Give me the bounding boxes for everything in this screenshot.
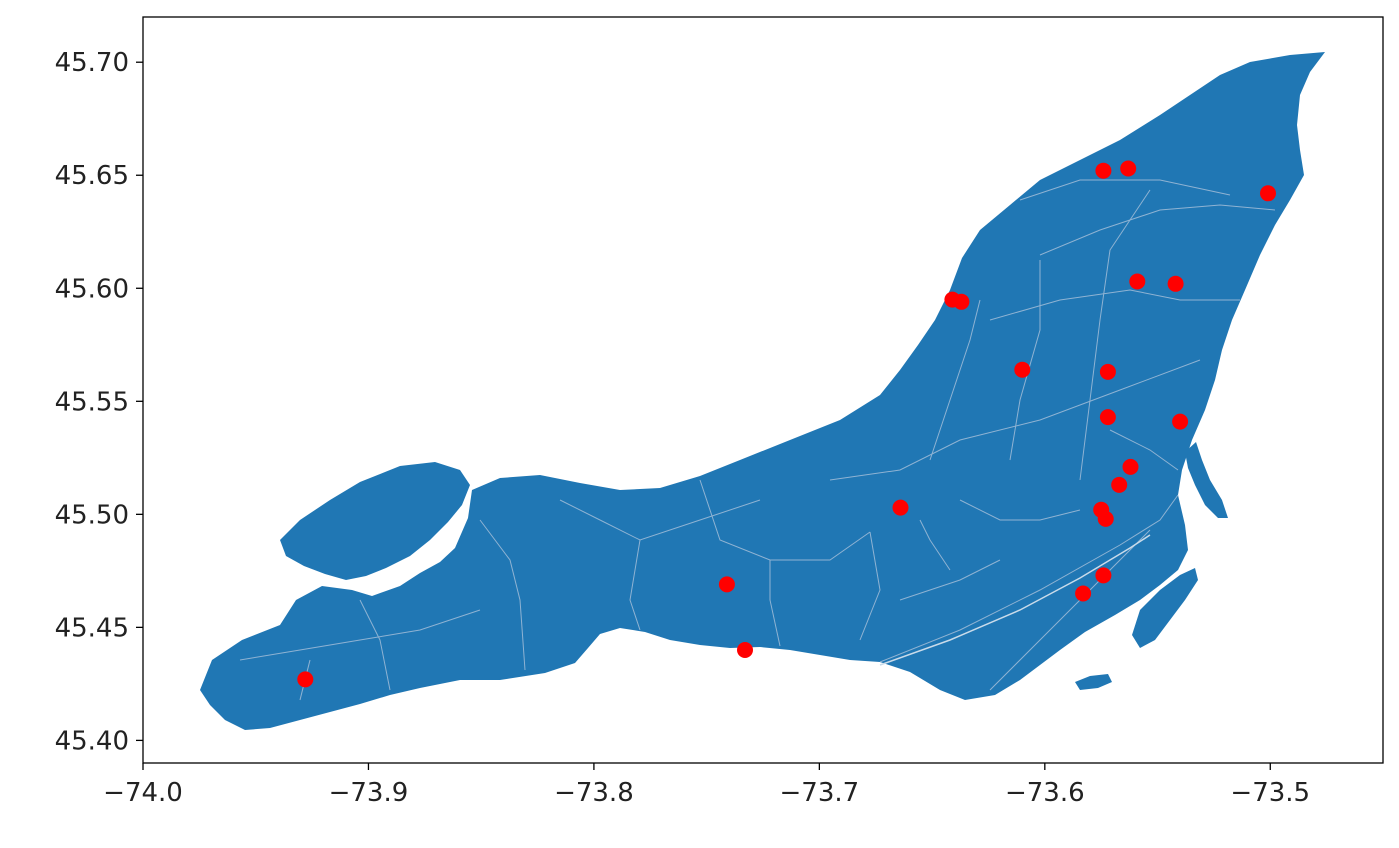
y-tick-label-0: 45.40 (55, 726, 129, 756)
y-tick-label-6: 45.70 (55, 48, 129, 78)
x-tick-label-4: −73.6 (1005, 778, 1085, 808)
data-point-19 (1095, 567, 1112, 584)
plot-area-frame (142, 16, 1384, 764)
data-point-11 (1167, 275, 1184, 292)
x-tick-label-3: −73.7 (780, 778, 860, 808)
data-point-2 (737, 642, 753, 658)
x-tick-label-2: −73.8 (554, 778, 634, 808)
ile-des-soeurs-shape (1075, 674, 1112, 690)
data-point-18 (1097, 510, 1114, 527)
data-point-15 (1122, 458, 1139, 475)
canal-line (879, 534, 1151, 666)
data-point-9 (1260, 185, 1276, 202)
data-point-7 (1095, 162, 1112, 179)
data-point-5 (953, 293, 970, 310)
y-tick-label-1: 45.45 (55, 613, 129, 643)
x-tick-label-1: −73.9 (329, 778, 409, 808)
montreal-island-map (200, 52, 1325, 730)
data-points (297, 160, 1276, 688)
y-tick-label-3: 45.55 (55, 387, 129, 417)
y-tick-label-5: 45.65 (55, 161, 129, 191)
data-point-14 (1172, 413, 1189, 430)
data-point-6 (1014, 361, 1031, 378)
data-point-13 (1099, 409, 1116, 426)
data-point-8 (1120, 160, 1137, 177)
data-point-1 (718, 576, 735, 593)
data-point-16 (1111, 476, 1128, 493)
data-point-3 (892, 499, 909, 516)
ile-notre-dame-shape (1132, 568, 1198, 648)
island-shape (200, 52, 1325, 730)
x-tick-label-0: −74.0 (103, 778, 183, 808)
y-tick-label-2: 45.50 (55, 500, 129, 530)
data-point-0 (297, 671, 314, 688)
x-axis: −74.0 −73.9 −73.8 −73.7 −73.6 −73.5 (103, 763, 1310, 808)
data-point-10 (1129, 273, 1146, 290)
x-tick-label-5: −73.5 (1230, 778, 1310, 808)
y-tick-label-4: 45.60 (55, 274, 129, 304)
ile-bizard-shape (280, 462, 470, 580)
y-axis: 45.40 45.45 45.50 45.55 45.60 45.65 45.70 (55, 48, 143, 756)
data-point-20 (1075, 585, 1092, 602)
district-boundaries (239, 179, 1276, 701)
ile-sainte-helene-shape (1185, 442, 1228, 518)
data-point-12 (1099, 363, 1116, 380)
